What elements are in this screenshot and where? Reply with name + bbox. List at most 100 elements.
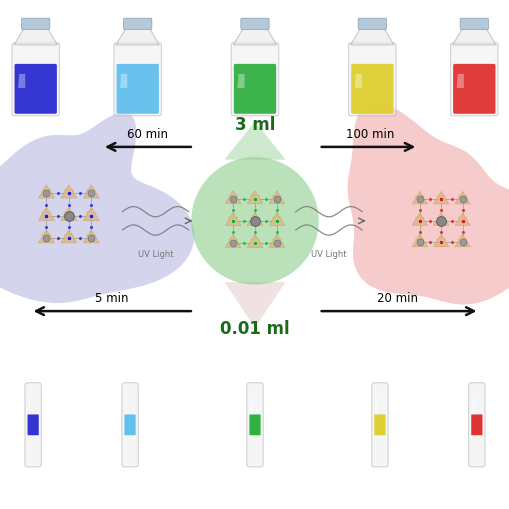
- Polygon shape: [225, 213, 240, 226]
- FancyBboxPatch shape: [470, 415, 482, 435]
- Polygon shape: [433, 192, 448, 205]
- Polygon shape: [247, 213, 262, 226]
- Polygon shape: [272, 218, 281, 225]
- Polygon shape: [64, 213, 73, 220]
- Polygon shape: [38, 230, 54, 243]
- Text: 3 ml: 3 ml: [234, 116, 275, 134]
- Polygon shape: [225, 235, 240, 248]
- Polygon shape: [83, 230, 99, 243]
- FancyBboxPatch shape: [348, 44, 395, 117]
- Polygon shape: [38, 185, 54, 199]
- Polygon shape: [228, 240, 237, 247]
- Polygon shape: [14, 30, 58, 46]
- FancyBboxPatch shape: [21, 19, 50, 31]
- Polygon shape: [38, 208, 54, 221]
- Polygon shape: [414, 218, 423, 225]
- Polygon shape: [228, 218, 237, 225]
- FancyBboxPatch shape: [114, 44, 161, 117]
- Polygon shape: [224, 122, 285, 160]
- Polygon shape: [87, 190, 96, 197]
- Polygon shape: [83, 208, 99, 221]
- Polygon shape: [411, 213, 427, 226]
- FancyBboxPatch shape: [14, 65, 57, 115]
- Text: 5 min: 5 min: [95, 292, 129, 305]
- Polygon shape: [454, 235, 469, 247]
- Polygon shape: [269, 235, 284, 248]
- Polygon shape: [454, 192, 469, 205]
- Polygon shape: [42, 235, 51, 242]
- Polygon shape: [452, 30, 495, 46]
- FancyBboxPatch shape: [468, 383, 484, 467]
- Polygon shape: [272, 240, 281, 247]
- Polygon shape: [250, 218, 259, 225]
- Polygon shape: [247, 191, 262, 204]
- Polygon shape: [457, 239, 466, 246]
- Text: 60 min: 60 min: [127, 128, 168, 140]
- Polygon shape: [224, 282, 285, 328]
- Polygon shape: [61, 208, 77, 221]
- Polygon shape: [120, 75, 127, 89]
- FancyBboxPatch shape: [124, 415, 135, 435]
- Polygon shape: [436, 239, 445, 246]
- Polygon shape: [269, 213, 284, 226]
- Polygon shape: [347, 103, 509, 305]
- FancyBboxPatch shape: [246, 383, 263, 467]
- Polygon shape: [228, 196, 237, 203]
- Polygon shape: [225, 191, 240, 204]
- Polygon shape: [18, 75, 25, 89]
- FancyBboxPatch shape: [249, 415, 260, 435]
- Polygon shape: [250, 196, 259, 203]
- Polygon shape: [456, 75, 463, 89]
- FancyBboxPatch shape: [27, 415, 39, 435]
- Polygon shape: [414, 239, 423, 246]
- Polygon shape: [433, 235, 448, 247]
- FancyBboxPatch shape: [123, 19, 152, 31]
- Polygon shape: [61, 185, 77, 199]
- Polygon shape: [436, 196, 445, 204]
- FancyBboxPatch shape: [357, 19, 386, 31]
- FancyBboxPatch shape: [25, 383, 41, 467]
- Text: 100 min: 100 min: [345, 128, 393, 140]
- Polygon shape: [250, 240, 259, 247]
- Polygon shape: [87, 213, 96, 220]
- FancyBboxPatch shape: [231, 44, 278, 117]
- Polygon shape: [237, 75, 244, 89]
- Polygon shape: [233, 30, 276, 46]
- Polygon shape: [411, 192, 427, 205]
- FancyBboxPatch shape: [374, 415, 385, 435]
- FancyBboxPatch shape: [453, 65, 495, 115]
- Polygon shape: [87, 235, 96, 242]
- FancyBboxPatch shape: [117, 65, 159, 115]
- Polygon shape: [42, 213, 51, 220]
- FancyBboxPatch shape: [12, 44, 60, 117]
- Text: 0.01 ml: 0.01 ml: [220, 319, 289, 337]
- FancyBboxPatch shape: [371, 383, 387, 467]
- Polygon shape: [436, 218, 445, 225]
- Polygon shape: [457, 218, 466, 225]
- Polygon shape: [457, 196, 466, 204]
- Polygon shape: [116, 30, 159, 46]
- FancyBboxPatch shape: [459, 19, 488, 31]
- Polygon shape: [454, 213, 469, 226]
- Polygon shape: [83, 185, 99, 199]
- Polygon shape: [0, 113, 194, 303]
- Polygon shape: [272, 196, 281, 203]
- Circle shape: [191, 158, 318, 285]
- Polygon shape: [64, 190, 73, 197]
- Polygon shape: [247, 235, 262, 248]
- Polygon shape: [433, 213, 448, 226]
- Polygon shape: [64, 235, 73, 242]
- Polygon shape: [350, 30, 393, 46]
- Text: UV Light: UV Light: [310, 249, 346, 259]
- FancyBboxPatch shape: [450, 44, 497, 117]
- FancyBboxPatch shape: [240, 19, 269, 31]
- Text: UV Light: UV Light: [137, 249, 173, 259]
- FancyBboxPatch shape: [234, 65, 276, 115]
- Polygon shape: [354, 75, 361, 89]
- Polygon shape: [269, 191, 284, 204]
- Polygon shape: [61, 230, 77, 243]
- FancyBboxPatch shape: [350, 65, 393, 115]
- Polygon shape: [414, 196, 423, 204]
- Polygon shape: [42, 190, 51, 197]
- FancyBboxPatch shape: [122, 383, 138, 467]
